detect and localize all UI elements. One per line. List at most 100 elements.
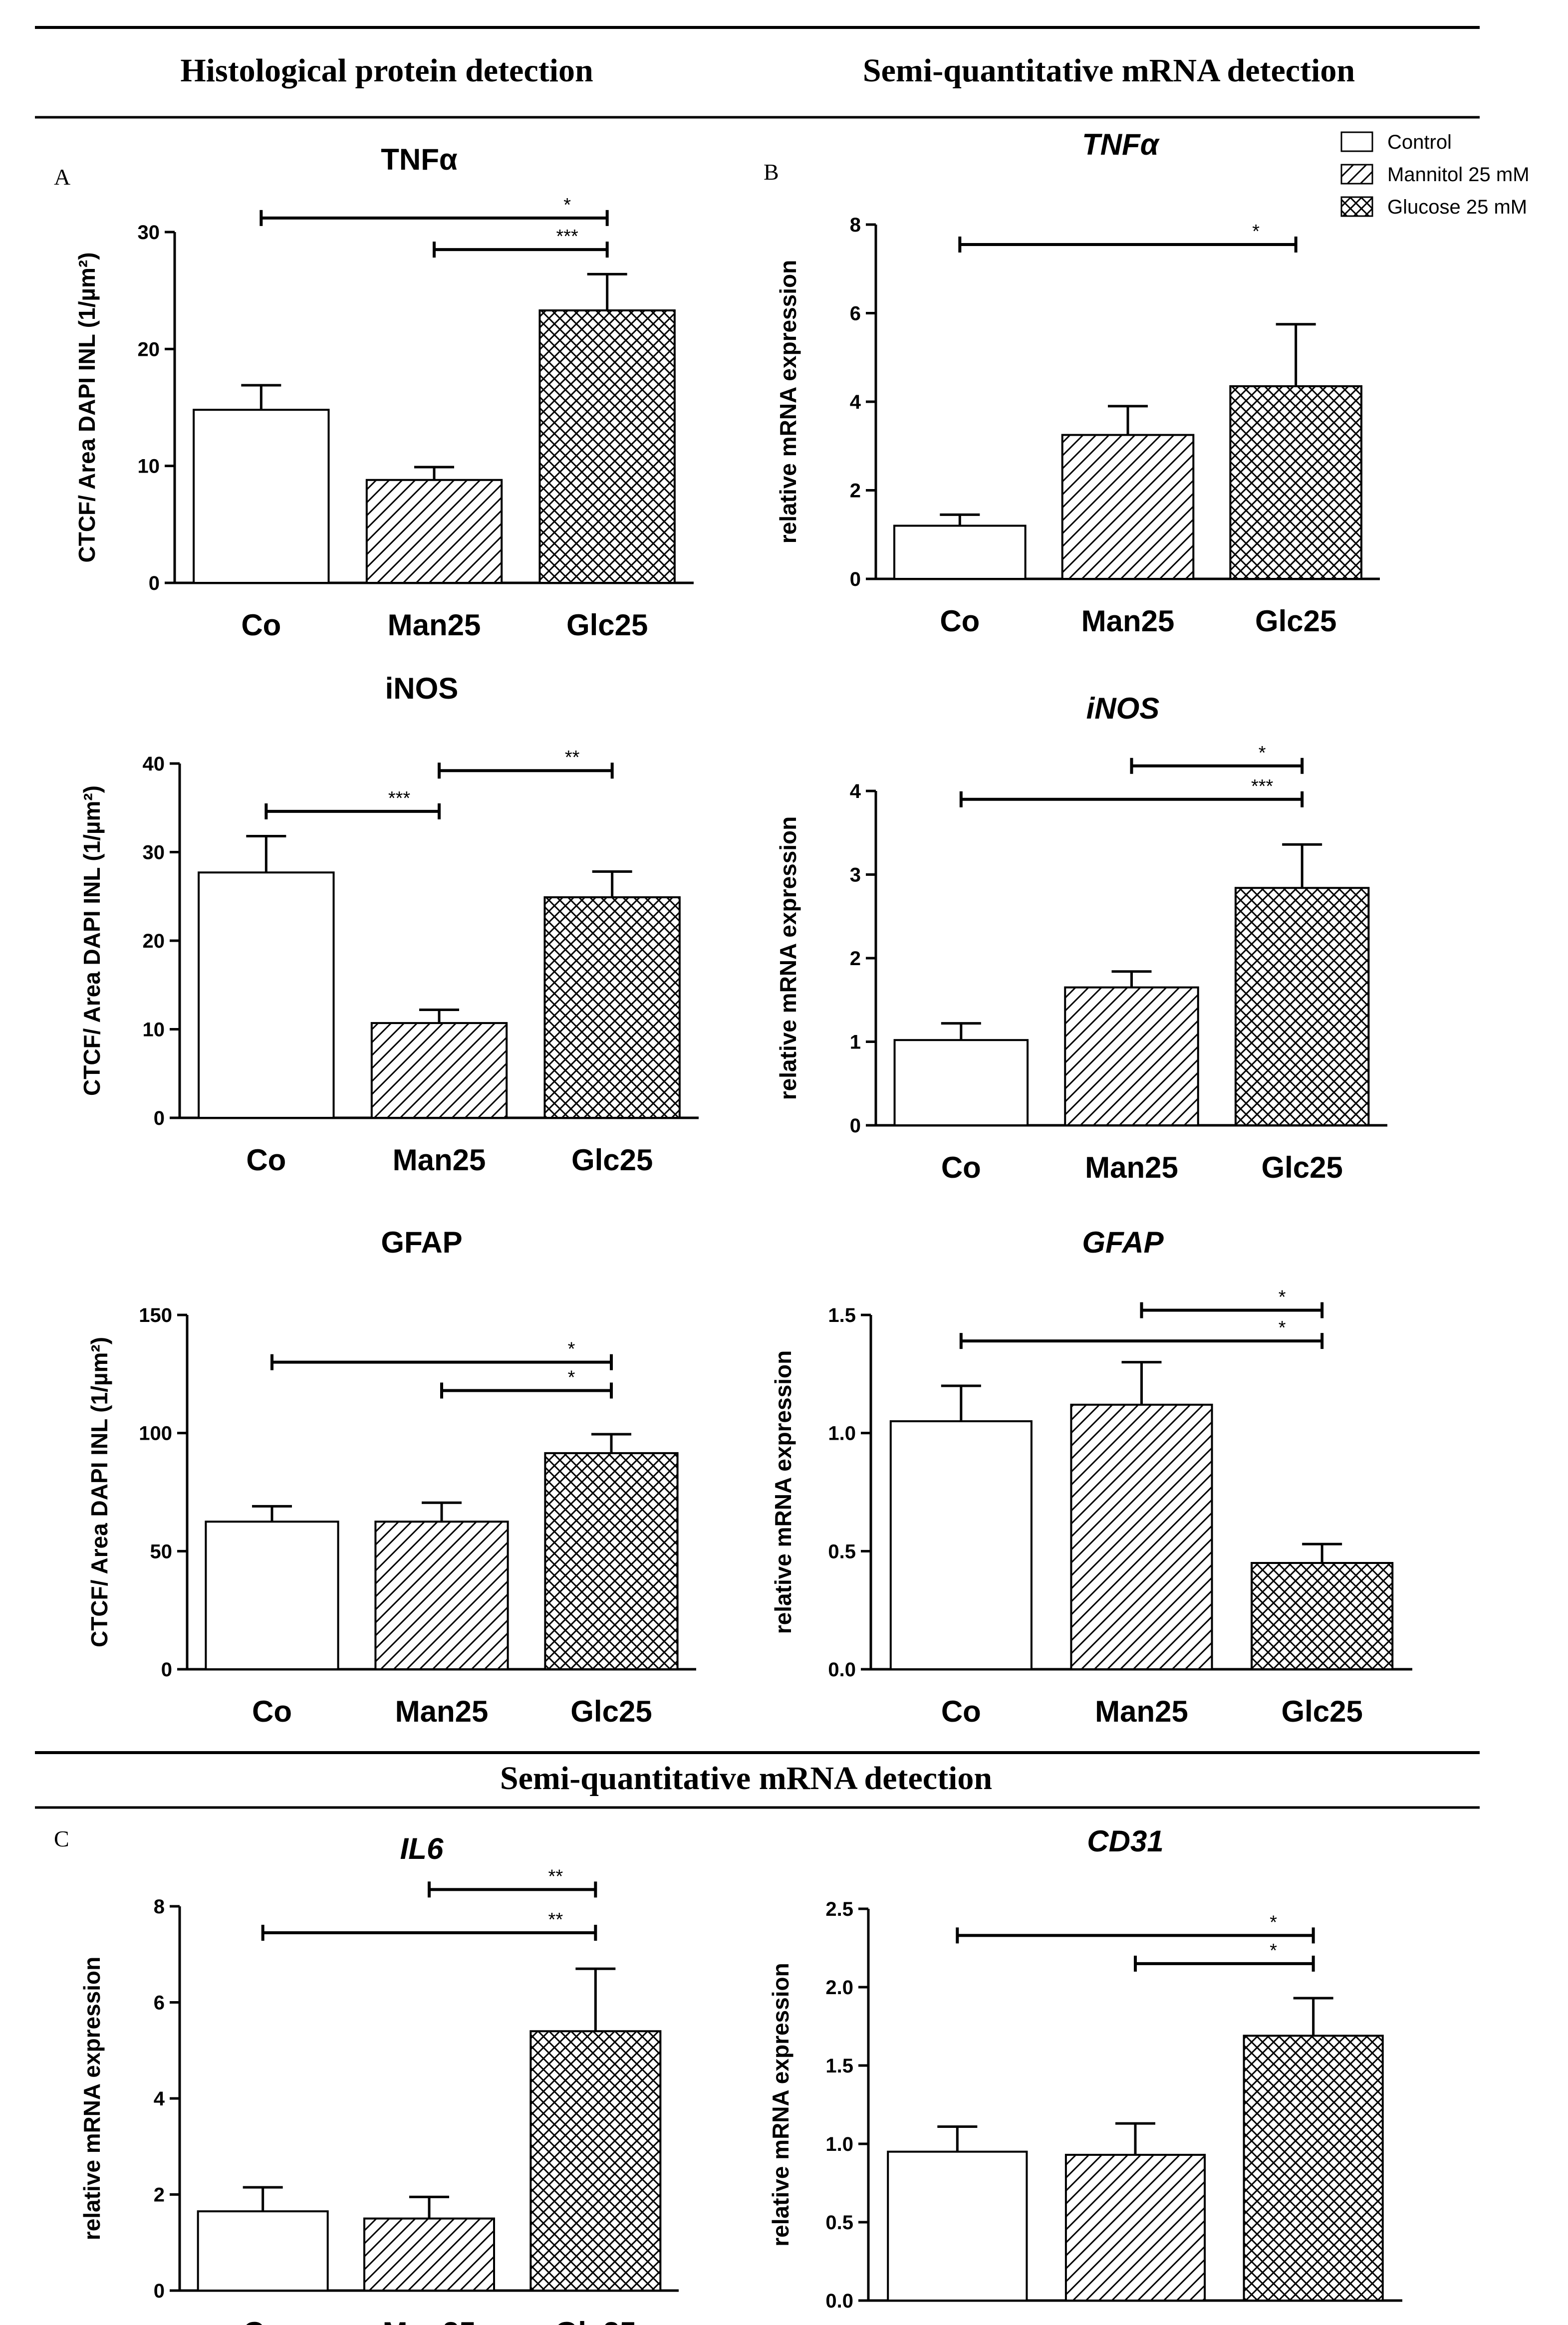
y-axis-label: CTCF/ Area DAPI INL (1/µm²) [74,252,100,562]
y-axis-label: CTCF/ Area DAPI INL (1/µm²) [79,785,105,1096]
y-axis-label: relative mRNA expression [775,260,801,543]
chart-tnf-protein: TNFα CTCF/ Area DAPI INL (1/µm²) 0 10 20 30 Co… [74,143,694,642]
chart-inos-mrna: iNOS relative mRNA expression 0 1 2 3 4 Co Man25… [775,692,1387,1184]
y-axis-label: relative mRNA expression [775,816,801,1100]
category-label: Glc25 [1255,604,1336,638]
y-tick-label: 20 [138,338,160,360]
bar-man25 [363,2217,495,2292]
chart-gfap-protein: GFAP CTCF/ Area DAPI INL (1/µm²) 0 50 100 150… [86,1226,696,1728]
category-label: Man25 [393,1143,486,1177]
bar-man25 [1064,986,1199,1126]
y-tick-label: 0 [161,1659,172,1681]
significance-label: * [1259,743,1266,764]
y-tick-label: 2 [850,948,861,970]
y-tick-label: 1 [850,1032,861,1053]
chart-gfap-mrna: GFAP relative mRNA expression 0.0 0.5 1.0 1.5… [770,1226,1412,1728]
bar-man25 [374,1521,509,1671]
category-label: Man25 [395,1695,489,1728]
bar-glc25 [538,309,676,584]
significance-label: ** [548,1909,563,1930]
y-tick-label: 1.5 [825,2055,853,2077]
chart-title: GFAP [1082,1226,1164,1259]
y-tick-label: 0 [149,572,160,594]
panel-label-b: B [764,159,779,185]
chart-il6-mrna: IL6 relative mRNA expression 0 2 4 6 8 Co Man25 G… [79,1832,679,2325]
category-label: Glc25 [566,608,648,642]
y-tick-label: 6 [850,303,861,325]
legend-label-mannitol: Mannitol 25 mM [1387,164,1530,186]
chart-title: iNOS [385,672,459,705]
category-label: Man25 [388,608,481,642]
category-label: Glc25 [555,2316,636,2325]
chart-title: iNOS [1086,692,1160,725]
y-axis-label: relative mRNA expression [79,1957,105,2240]
category-label: Glc25 [570,1695,652,1728]
y-tick-label: 20 [143,930,165,952]
significance-label: * [568,1339,575,1360]
chart-cd31-mrna: CD31 relative mRNA expression 0.0 0.5 1.0 1.5… [768,1824,1402,2312]
category-label: Glc25 [1261,1151,1342,1184]
bar-glc25 [544,1452,679,1670]
significance-label: ** [548,1866,563,1887]
category-label: Glc25 [1281,1695,1362,1728]
chart-title: TNFα [381,143,458,176]
bar-man25 [1061,434,1195,580]
header-mrna-bottom: Semi-quantitative mRNA detection [500,1760,992,1797]
y-tick-label: 30 [138,222,160,244]
bar-co [893,1039,1029,1126]
header-mrna-top: Semi-quantitative mRNA detection [863,52,1355,89]
y-tick-label: 2 [154,2184,165,2206]
bar-man25 [1070,1403,1213,1671]
significance-label: * [563,195,571,216]
significance-label: * [1270,1912,1277,1933]
y-tick-label: 0.5 [825,2212,853,2234]
significance-label: *** [556,226,578,247]
category-label: Co [241,608,281,642]
bar-co [889,1420,1033,1670]
bar-glc25 [529,2030,662,2292]
chart-title: IL6 [400,1832,444,1865]
significance-label: *** [388,788,411,809]
chart-inos-protein: iNOS CTCF/ Area DAPI INL (1/µm²) 0 10 20 30 40… [79,672,699,1177]
y-tick-label: 0 [154,1107,165,1129]
y-tick-label: 4 [850,780,861,802]
bar-glc25 [1229,385,1362,580]
bar-glc25 [1251,1562,1394,1670]
y-tick-label: 2 [850,480,861,502]
y-tick-label: 2.0 [825,1977,853,1999]
chart-title: GFAP [381,1226,462,1259]
category-label: Co [941,1695,981,1728]
bar-man25 [365,479,503,584]
category-label: Glc25 [571,1143,653,1177]
bar-co [887,2150,1028,2302]
significance-label: *** [1251,776,1274,797]
bar-man25 [370,1022,508,1119]
y-tick-label: 30 [143,842,165,864]
category-label: Co [941,1151,981,1184]
y-tick-label: 10 [143,1019,165,1041]
legend-swatch-glucose [1340,196,1373,217]
y-tick-label: 0 [154,2280,165,2302]
category-label: Man25 [1081,604,1175,638]
legend-label-control: Control [1387,131,1452,153]
panel-label-a: A [54,164,70,190]
significance-label: ** [565,747,580,768]
bar-glc25 [543,896,681,1119]
y-tick-label: 50 [150,1541,173,1562]
category-label: Co [252,1695,292,1728]
category-label: Man25 [1085,1151,1178,1184]
significance-label: * [1270,1940,1277,1961]
significance-label: * [1252,221,1260,242]
y-axis-label: relative mRNA expression [768,1963,793,2246]
bar-man25 [1064,2153,1206,2302]
y-tick-label: 10 [138,456,160,478]
chart-title: TNFα [1082,128,1160,161]
bar-co [193,409,330,584]
category-label: Co [243,2316,283,2325]
chart-tnf-mrna: TNFα relative mRNA expression 0 2 4 6 8 Co Man25… [775,128,1380,638]
significance-label: * [568,1367,575,1388]
panel-label-c: C [54,1826,69,1851]
header-histological: Histological protein detection [180,52,593,89]
y-tick-label: 8 [850,214,861,236]
legend-label-glucose: Glucose 25 mM [1387,196,1527,218]
